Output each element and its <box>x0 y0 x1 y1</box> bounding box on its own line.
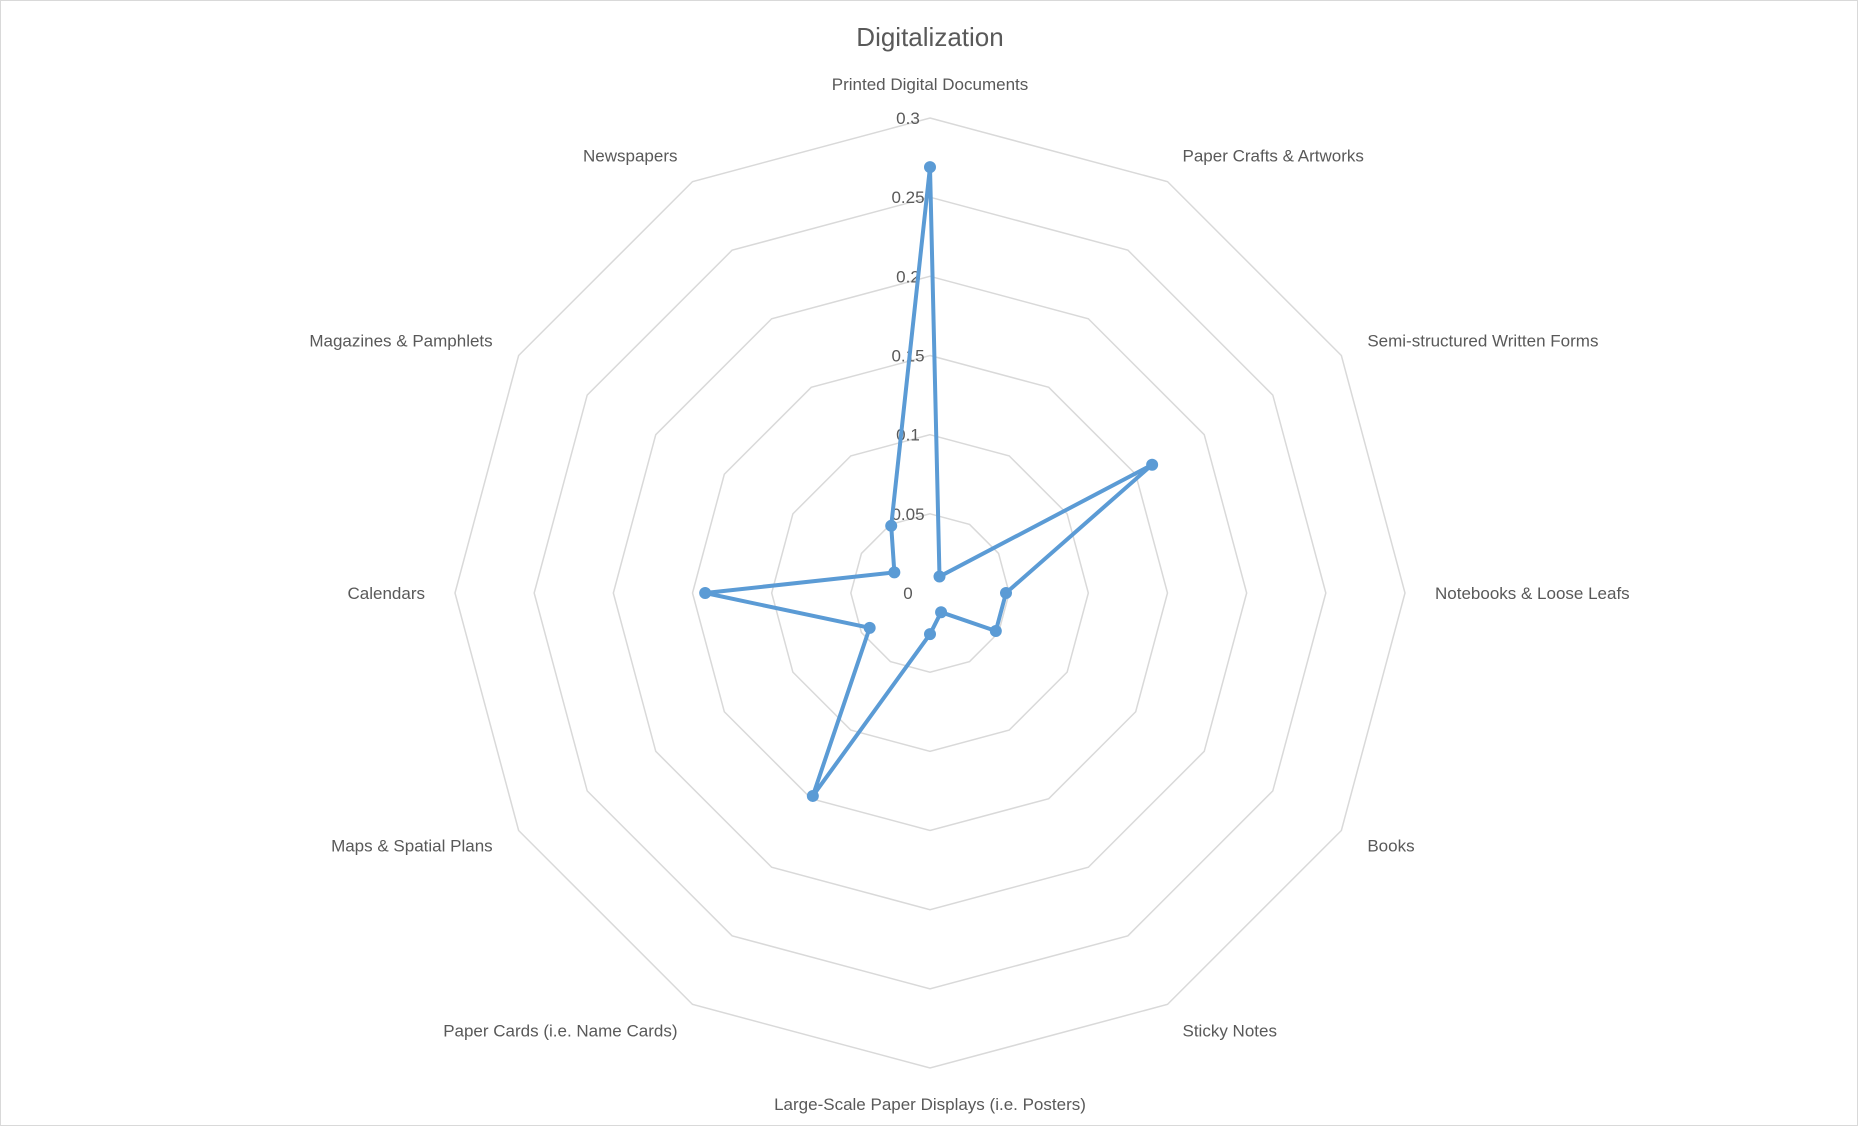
tick-label: 0.2 <box>896 267 920 286</box>
category-label: Magazines & Pamphlets <box>309 332 492 351</box>
category-label: Paper Crafts & Artworks <box>1183 147 1364 166</box>
data-point[interactable] <box>863 621 876 634</box>
grid-ring <box>454 117 1406 1069</box>
data-point[interactable] <box>989 625 1002 637</box>
grid-ring <box>850 513 1010 673</box>
category-label: Notebooks & Loose Leafs <box>1435 584 1630 603</box>
tick-label: 0.05 <box>891 505 924 524</box>
grid-ring <box>533 196 1327 990</box>
data-point[interactable] <box>1000 587 1012 599</box>
grid-rings <box>454 117 1406 1069</box>
data-point[interactable] <box>924 161 936 174</box>
tick-label: 0 <box>903 584 912 603</box>
category-label: Maps & Spatial Plans <box>331 837 493 856</box>
category-label: Large-Scale Paper Displays (i.e. Posters… <box>774 1095 1086 1114</box>
category-label: Printed Digital Documents <box>832 75 1029 94</box>
data-series <box>699 161 1159 802</box>
category-labels: Printed Digital Documents Paper Crafts & … <box>309 75 1629 1114</box>
data-point[interactable] <box>1146 458 1159 471</box>
data-point[interactable] <box>806 789 819 802</box>
category-label: Books <box>1367 837 1414 856</box>
tick-label: 0.3 <box>896 109 920 128</box>
category-label: Calendars <box>348 584 426 603</box>
grid-ring <box>691 354 1169 832</box>
grid-ring <box>770 433 1090 753</box>
chart-title: Digitalization <box>856 22 1003 52</box>
data-point[interactable] <box>699 587 712 599</box>
data-point[interactable] <box>924 628 936 641</box>
tick-label: 0.25 <box>891 188 924 207</box>
category-label: Paper Cards (i.e. Name Cards) <box>443 1021 677 1040</box>
data-point[interactable] <box>933 570 946 583</box>
grid-ring <box>612 275 1248 911</box>
data-point[interactable] <box>885 519 898 532</box>
data-point[interactable] <box>935 606 948 619</box>
category-label: Sticky Notes <box>1183 1021 1277 1040</box>
category-label: Newspapers <box>583 147 678 166</box>
category-label: Semi-structured Written Forms <box>1367 332 1598 351</box>
data-point[interactable] <box>888 566 901 579</box>
tick-labels: 00.050.10.150.20.250.3 <box>891 109 924 603</box>
series-line <box>703 165 1155 798</box>
